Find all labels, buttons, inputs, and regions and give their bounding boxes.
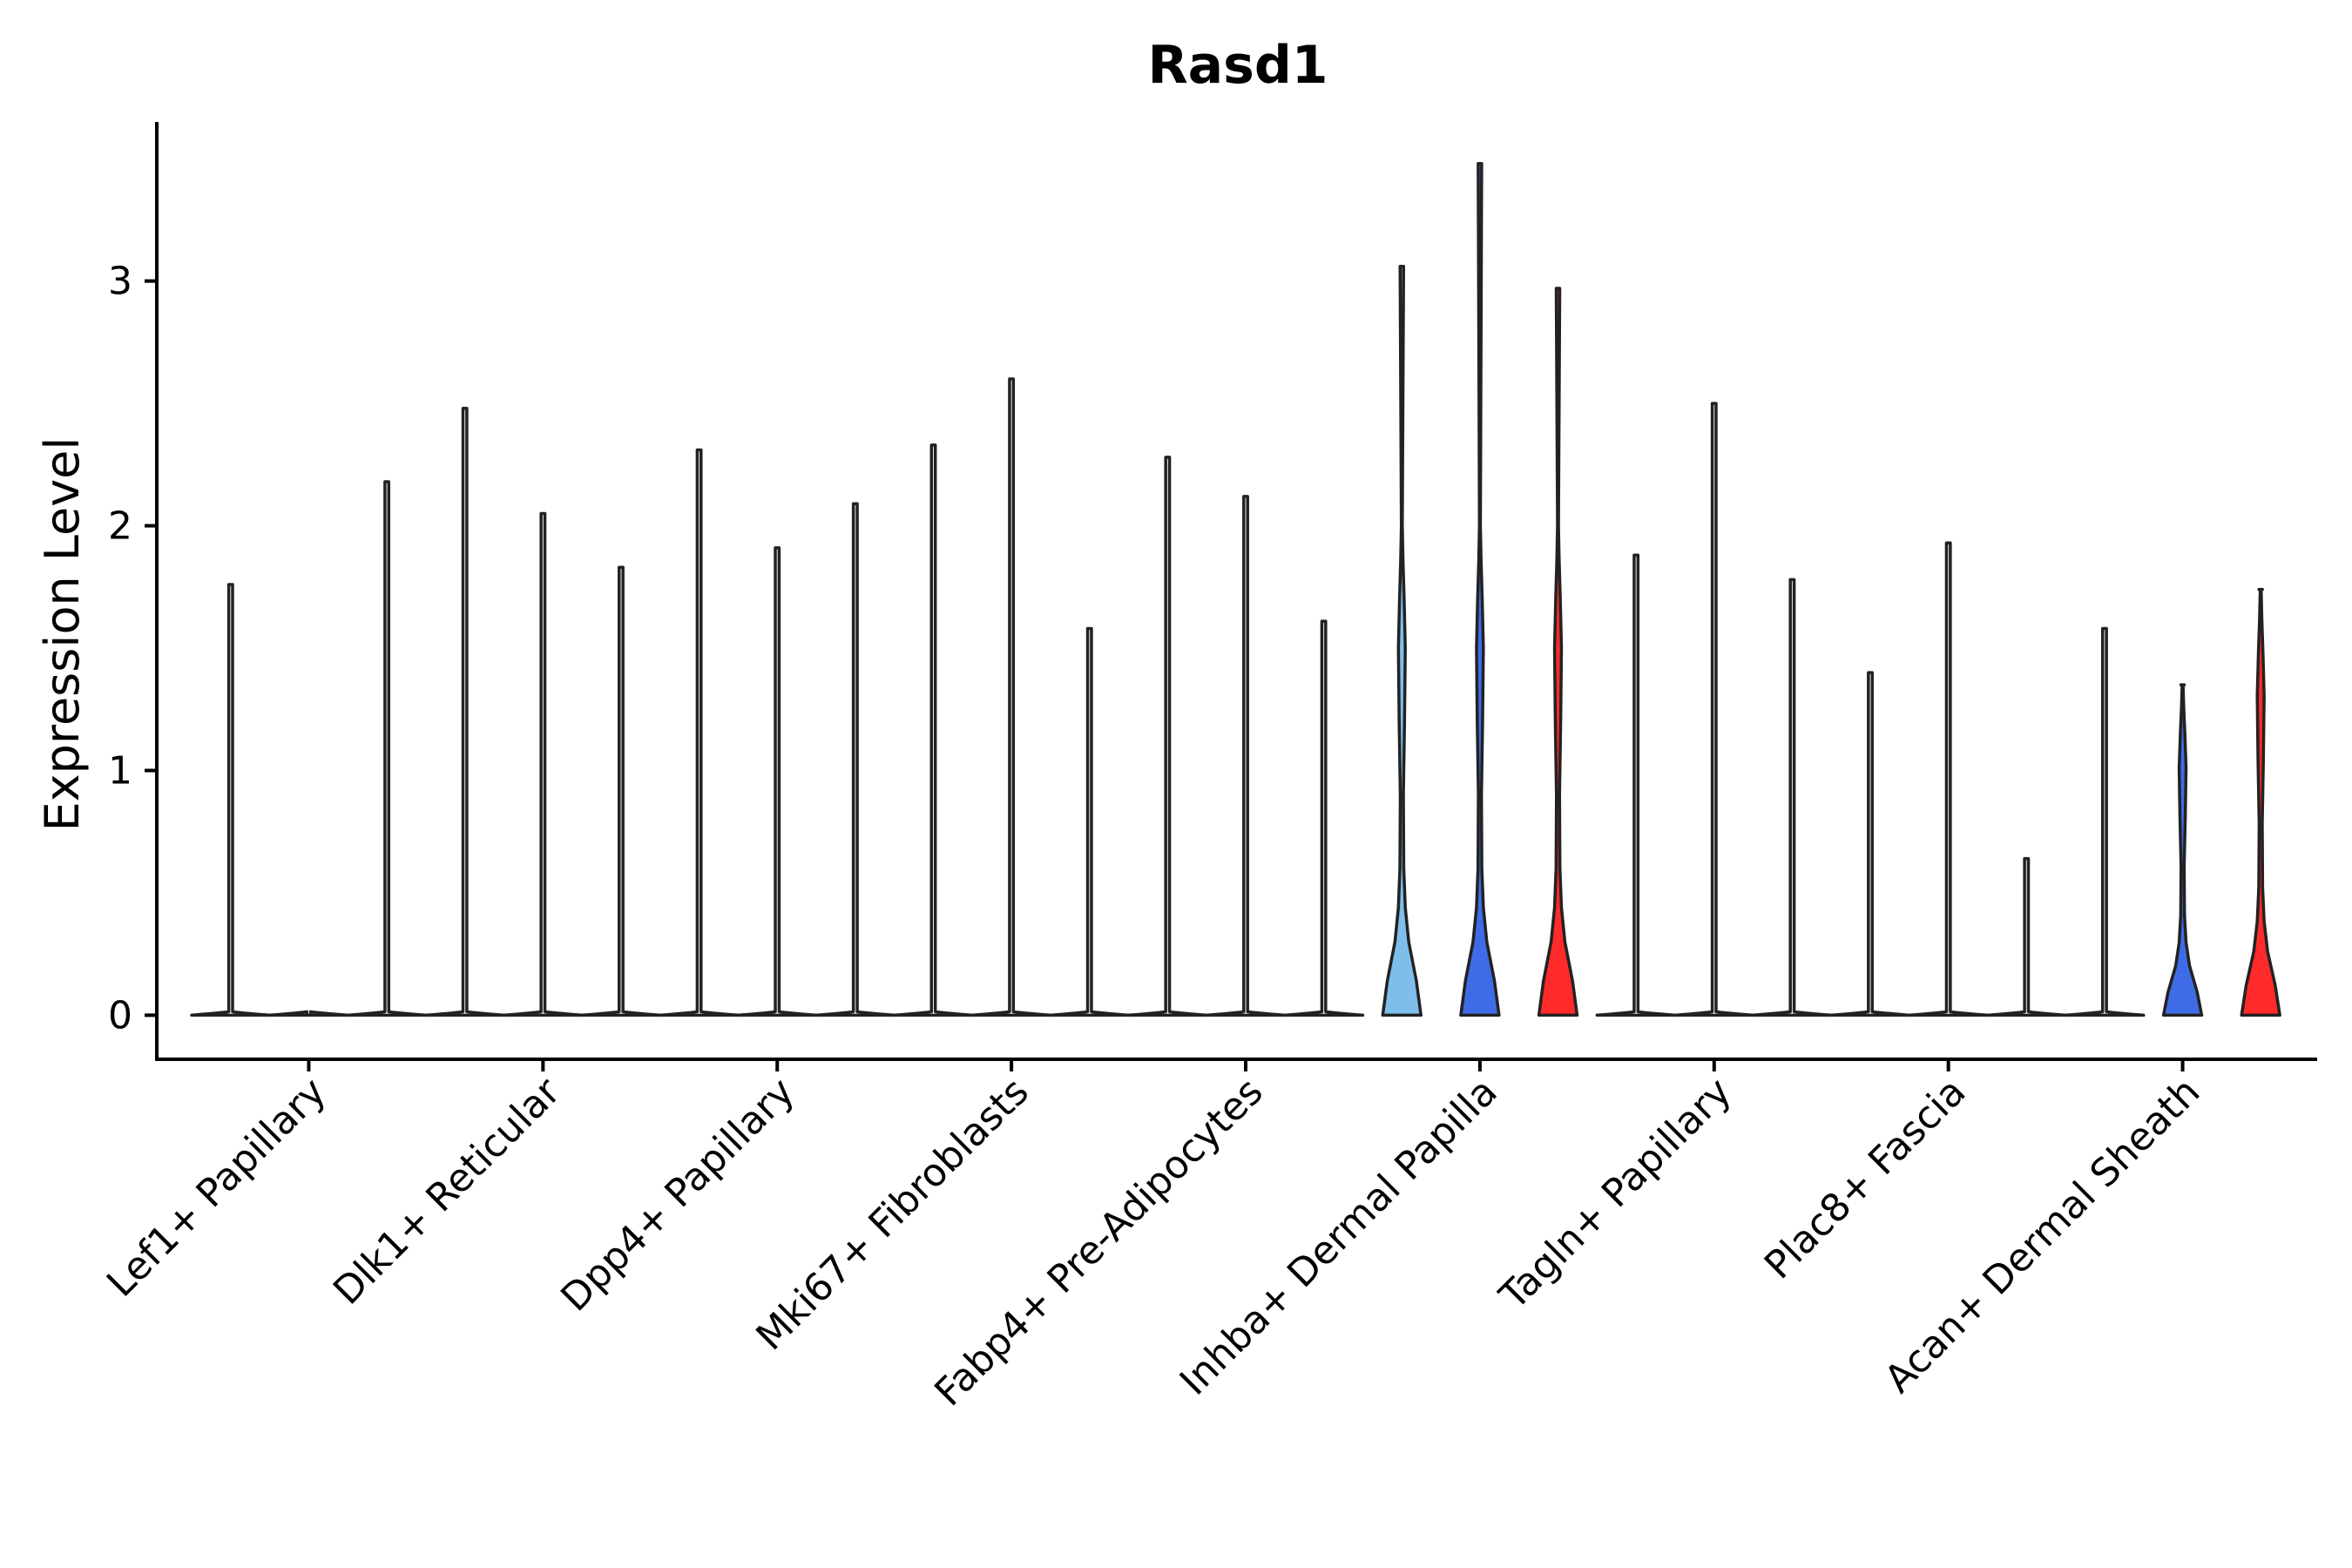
violin-11 — [970, 377, 1052, 1017]
violin-23 — [1908, 541, 1990, 1017]
violin-17 — [1459, 162, 1501, 1017]
violin-12 — [1049, 626, 1131, 1017]
y-tick-label: 2 — [108, 504, 132, 549]
x-category-label: Dlk1+ Reticular — [325, 1069, 570, 1314]
x-category-label: Lef1+ Papillary — [98, 1070, 335, 1306]
chart-title: Rasd1 — [1147, 35, 1328, 96]
violin-14 — [1205, 495, 1287, 1017]
y-axis-label: Expression Level — [35, 437, 90, 832]
y-axis: 0 1 2 3 — [108, 122, 159, 1059]
y-tick-label: 0 — [108, 993, 132, 1037]
x-category-label: Dpp4+ Papillary — [552, 1070, 803, 1321]
violin-19 — [1595, 553, 1677, 1017]
violin-1 — [190, 583, 272, 1017]
violin-7 — [659, 448, 740, 1017]
violin-layer — [190, 162, 2281, 1017]
violin-15 — [1283, 619, 1365, 1017]
violin-3 — [346, 480, 428, 1017]
violin-22 — [1829, 671, 1911, 1017]
violin-6 — [580, 565, 662, 1017]
violin-27 — [2240, 587, 2281, 1017]
violin-4 — [424, 406, 506, 1017]
violin-26 — [2161, 683, 2204, 1017]
violin-5 — [502, 511, 584, 1017]
y-tick-label: 1 — [108, 748, 132, 793]
violin-10 — [892, 443, 975, 1017]
y-tick-label: 3 — [108, 260, 132, 304]
violin-18 — [1537, 287, 1579, 1017]
violin-16 — [1381, 265, 1423, 1017]
x-category-label: Tagln+ Papillary — [1490, 1070, 1740, 1319]
violin-13 — [1126, 456, 1208, 1017]
violin-20 — [1673, 402, 1755, 1017]
violin-2 — [267, 1010, 350, 1017]
violin-8 — [736, 546, 818, 1017]
violin-24 — [1985, 856, 2067, 1017]
violin-21 — [1751, 578, 1833, 1017]
violin-25 — [2064, 626, 2146, 1017]
violin-9 — [814, 502, 896, 1017]
x-category-label: Plac8+ Fascia — [1756, 1070, 1975, 1288]
